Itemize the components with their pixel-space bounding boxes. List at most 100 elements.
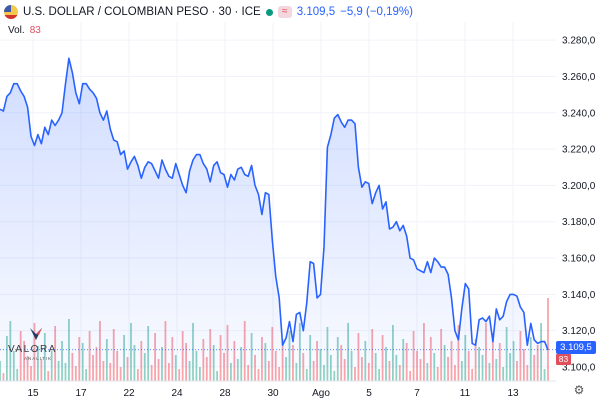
volume-bar (460, 361, 463, 381)
volume-bar (136, 369, 139, 381)
logo-mark-icon (30, 328, 42, 340)
volume-bar (285, 357, 287, 381)
volume-bar (157, 359, 160, 381)
volume-bar (178, 369, 181, 381)
volume-bar (516, 361, 518, 381)
gear-icon[interactable]: ⚙ (573, 383, 585, 397)
volume-bar (426, 363, 429, 381)
x-tick-label: 30 (267, 388, 279, 399)
y-tick-label: 3.280,0 (562, 36, 596, 47)
y-tick-label: 3.180,0 (562, 217, 596, 228)
volume-bar (388, 361, 391, 381)
x-tick-label: 15 (27, 388, 39, 399)
volume-bar (526, 365, 529, 381)
x-tick-label: 13 (507, 388, 519, 399)
y-tick-label: 3.240,0 (562, 108, 596, 119)
volume-bar (378, 369, 381, 381)
volume-bar (454, 365, 456, 381)
y-tick-label: 3.100,0 (562, 363, 596, 374)
volume-bar (198, 367, 201, 381)
volume-bar (367, 363, 370, 381)
x-tick-label: 17 (75, 388, 87, 399)
symbol-title[interactable]: U.S. DOLLAR / COLOMBIAN PESO · 30 · ICE (23, 6, 261, 18)
volume-bar (360, 357, 363, 381)
last-price: 3.109,5 (296, 6, 336, 18)
volume-legend-value: 83 (29, 25, 41, 36)
volume-bar (547, 298, 549, 381)
logo-brand-text: VALORA (8, 344, 57, 355)
volume-bar (30, 366, 32, 381)
volume-bar (26, 356, 29, 381)
x-tick-label: 5 (366, 388, 372, 399)
y-tick-label: 3.260,0 (562, 72, 596, 83)
volume-bar (471, 369, 474, 381)
y-tick-label: 3.160,0 (562, 254, 596, 265)
brand-logo: VALORA ANALITIK (8, 326, 64, 361)
chart-header: U.S. DOLLAR / COLOMBIAN PESO · 30 · ICE … (4, 4, 413, 20)
volume-bar (16, 369, 19, 381)
price-area (0, 58, 548, 368)
volume-bar (343, 359, 346, 381)
volume-bar (495, 359, 498, 381)
volume-bar (488, 363, 491, 381)
volume-bar (57, 361, 60, 381)
volume-bar (150, 365, 153, 381)
volume-bar (533, 355, 536, 381)
volume-bar (119, 367, 122, 381)
logo-sub-text: ANALITIK (24, 356, 53, 361)
x-tick-label: 24 (171, 388, 183, 399)
y-tick-label: 3.140,0 (562, 290, 596, 301)
volume-bar (230, 363, 232, 381)
volume-bar (543, 369, 546, 381)
volume-bar (174, 355, 177, 381)
volume-bar (126, 357, 129, 381)
volume-bar (312, 361, 315, 381)
volume-bar (278, 367, 281, 381)
market-status-icon (265, 8, 273, 16)
relation-icon: ≈ (277, 6, 292, 18)
volume-bar (257, 369, 260, 381)
y-tick-label: 3.200,0 (562, 181, 596, 192)
volume-bar (2, 373, 5, 381)
volume-bar (254, 355, 256, 381)
volume-bar (502, 367, 505, 381)
volume-bar (74, 366, 77, 381)
volume-bar (481, 355, 484, 381)
volume-bar (354, 367, 356, 381)
volume-bar (236, 359, 239, 381)
volume-bar (167, 363, 170, 381)
x-tick-label: Ago (312, 388, 330, 399)
volume-bar (0, 361, 1, 381)
volume-legend: Vol. 83 (8, 25, 41, 36)
x-tick-label: 11 (460, 388, 471, 399)
y-tick-label: 3.220,0 (562, 145, 596, 156)
volume-bar (419, 359, 422, 381)
volume-bar (395, 355, 398, 381)
volume-bar (109, 363, 112, 381)
volume-bar (267, 361, 270, 381)
y-axis: 3.280,0 3.260,0 3.240,0 3.220,0 3.200,0 3.180… (562, 36, 596, 374)
volume-legend-label: Vol. (8, 25, 25, 36)
volume-bar (447, 357, 449, 381)
volume-bar (64, 363, 67, 381)
x-tick-label: 7 (414, 388, 420, 399)
y-tick-label: 3.120,0 (562, 326, 596, 337)
x-axis: 15 17 22 24 28 30 Ago 5 7 11 13 (27, 388, 519, 399)
volume-bar (216, 371, 219, 381)
volume-bar (323, 365, 325, 381)
volume-bar (305, 369, 308, 381)
x-tick-label: 28 (219, 388, 231, 399)
volume-bar (92, 355, 94, 381)
last-price-label: 3.109,5 (556, 341, 596, 354)
volume-bar (333, 371, 336, 381)
price-line (0, 57, 549, 351)
volume-bar (40, 359, 43, 381)
volume-bar (436, 367, 439, 381)
flag-icon (4, 5, 18, 19)
volume-bar (102, 361, 105, 381)
price-change: −5,9 (−0,19%) (340, 6, 413, 18)
volume-bar (295, 363, 298, 381)
volume-bar (398, 365, 401, 381)
volume-bar (85, 369, 88, 381)
